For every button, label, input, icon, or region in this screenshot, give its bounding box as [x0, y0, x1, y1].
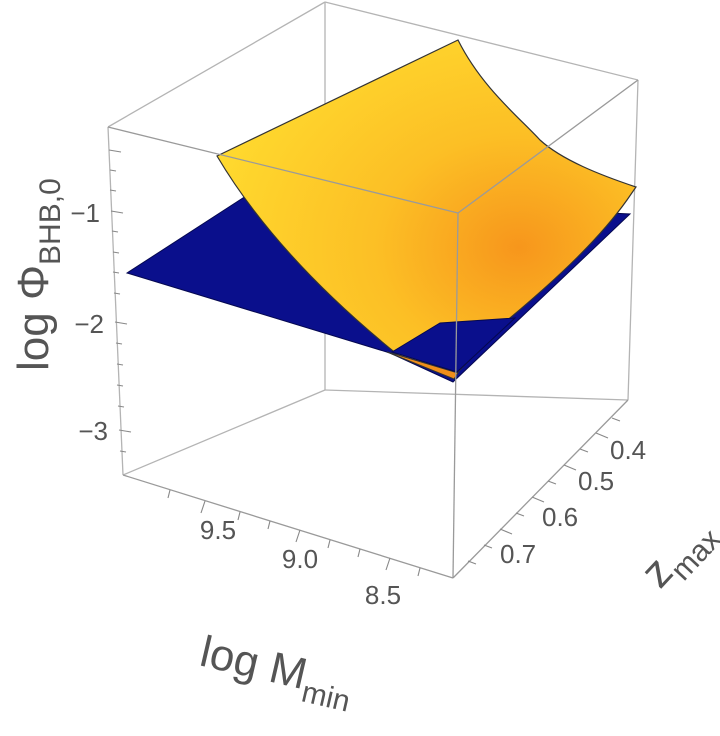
box-edge — [107, 1, 326, 128]
box-edge — [122, 389, 326, 476]
y-tick-label: 0.4 — [610, 435, 646, 465]
gold-surface-body — [216, 39, 637, 376]
tick-marks — [108, 149, 621, 577]
box-edge — [107, 126, 459, 214]
y-tick-label: 0.7 — [500, 539, 536, 569]
box-front-edges — [107, 79, 639, 579]
y-tick-label: 0.5 — [578, 466, 614, 496]
box-edge — [324, 1, 639, 81]
box-edge — [324, 389, 629, 401]
box-edge — [107, 126, 124, 476]
z-tick-label: −1 — [70, 198, 100, 228]
y-tick-label: 0.6 — [542, 502, 578, 532]
box-edge — [457, 79, 639, 214]
box-edge — [452, 399, 629, 579]
gold-surface-front-edge — [386, 351, 459, 380]
box-edge — [122, 474, 454, 579]
x-axis-label: log Mmin — [194, 627, 359, 719]
gold-surface — [216, 39, 637, 380]
x-tick-label: 8.5 — [365, 580, 401, 610]
box-edge — [452, 212, 459, 579]
z-tick-label: −2 — [74, 309, 104, 339]
y-axis-label: zmax — [631, 506, 720, 603]
box-edge — [627, 79, 639, 401]
z-tick-label: −3 — [78, 416, 108, 446]
x-tick-label: 9.0 — [282, 544, 318, 574]
blue-plane-front — [390, 317, 517, 373]
x-tick-label: 9.5 — [200, 515, 236, 545]
z-axis-label: log ΦBHB,0 — [9, 178, 67, 371]
